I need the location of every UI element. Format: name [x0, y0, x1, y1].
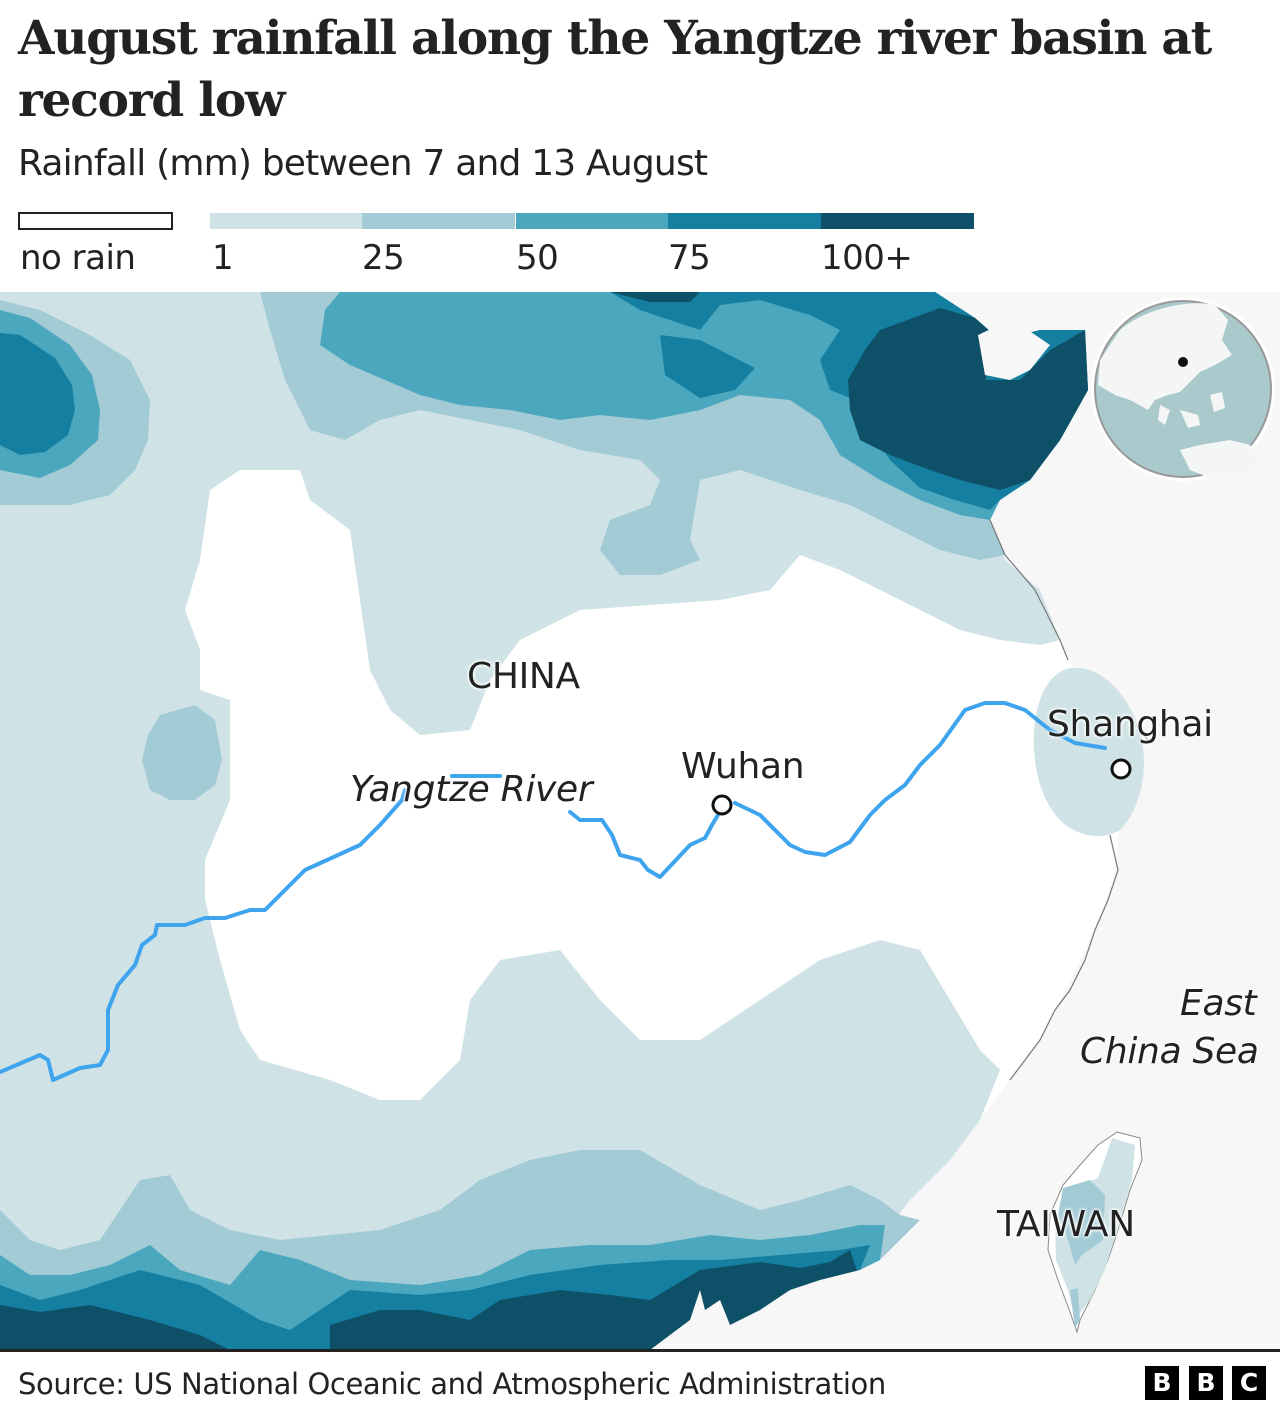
- legend-swatch-100: [821, 213, 974, 229]
- legend-label-25: 25: [362, 238, 405, 278]
- chart-title: August rainfall along the Yangtze river …: [18, 11, 1212, 128]
- footer-divider: [0, 1349, 1280, 1352]
- rain-zone-100mm-north-top: [610, 292, 700, 302]
- legend-swatch-50: [516, 213, 668, 229]
- rain-zone-25mm-west: [142, 705, 222, 800]
- source-credit: Source: US National Oceanic and Atmosphe…: [18, 1367, 886, 1401]
- legend-swatch-25: [362, 213, 515, 229]
- no-rain-swatch: [18, 212, 173, 230]
- no-rain-label: no rain: [20, 238, 136, 278]
- bbc-logo-block-c: C: [1232, 1366, 1266, 1400]
- legend-label-1: 1: [212, 238, 234, 278]
- sea-label-line2: China Sea: [1080, 1031, 1259, 1072]
- taiwan-rain-25mm: [1058, 1180, 1105, 1265]
- rain-zone-100mm-south: [0, 1305, 230, 1350]
- rain-zone-75mm-northwest: [0, 333, 75, 455]
- legend-label-50: 50: [516, 238, 559, 278]
- rain-zone-1mm-north: [0, 292, 1088, 1350]
- city-label-shanghai: Shanghai: [1047, 704, 1213, 745]
- map-canvas: [0, 292, 1280, 1350]
- legend-label-100: 100+: [821, 238, 913, 278]
- shanghai-marker-icon: [1110, 758, 1132, 780]
- legend-swatch-75: [668, 213, 821, 229]
- legend-swatch-1: [210, 213, 362, 229]
- rainfall-map: CHINA Yangtze River Wuhan Shanghai East …: [0, 292, 1280, 1350]
- rainfall-legend: no rain 1 25 50 75 100+: [0, 205, 1000, 285]
- bbc-logo-block-b2: B: [1189, 1366, 1223, 1400]
- chart-subtitle: Rainfall (mm) between 7 and 13 August: [18, 143, 708, 184]
- rain-zone-100mm-northeast: [848, 308, 1088, 490]
- south-coast-inlets: [650, 1110, 1000, 1350]
- locator-globe-icon: [1091, 297, 1275, 481]
- city-label-wuhan: Wuhan: [681, 746, 805, 787]
- rain-zone-1mm-shanghai: [1033, 667, 1144, 837]
- legend-label-75: 75: [668, 238, 711, 278]
- bohai-sea: [978, 320, 1050, 380]
- wuhan-marker-icon: [711, 794, 733, 816]
- island-label-taiwan: TAIWAN: [997, 1204, 1135, 1245]
- rain-zone-75mm-north-inner: [660, 335, 755, 398]
- river-label-yangtze: Yangtze River: [350, 769, 593, 810]
- taiwan-rain-25mm-south: [1070, 1288, 1080, 1328]
- bbc-logo-block-b1: B: [1145, 1366, 1179, 1400]
- sea-label-line1: East: [1180, 983, 1257, 1024]
- country-label-china: CHINA: [467, 656, 580, 697]
- coastline: [989, 519, 1149, 1081]
- yangtze-river: [0, 701, 1107, 1082]
